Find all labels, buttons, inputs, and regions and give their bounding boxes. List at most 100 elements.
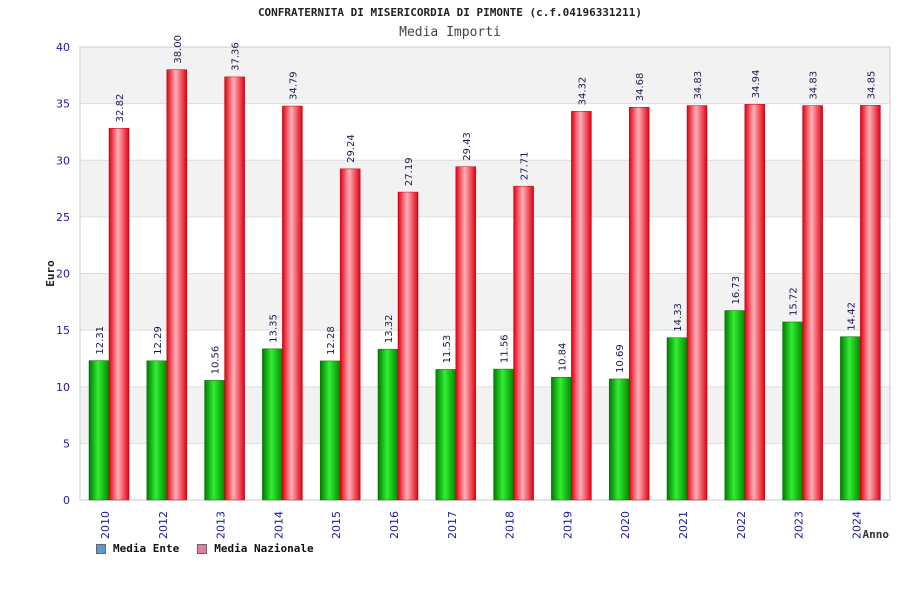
x-tick-label: 2021 (677, 511, 690, 539)
legend-item-media-ente: Media Ente (96, 542, 179, 555)
bar-media-ente (435, 369, 457, 501)
bar-media-nazionale (282, 105, 303, 501)
data-label-media-nazionale: 34.79 (288, 71, 299, 100)
bar-media-nazionale (339, 168, 361, 501)
legend-item-media-nazionale: Media Nazionale (197, 542, 314, 555)
y-tick-label: 25 (56, 211, 70, 224)
bar-media-nazionale (108, 128, 130, 501)
legend-label-media-nazionale: Media Nazionale (214, 542, 314, 555)
data-label-media-ente: 10.84 (557, 343, 568, 372)
data-label-media-nazionale: 37.36 (231, 42, 242, 71)
y-tick-label: 40 (56, 41, 70, 54)
y-tick-label: 5 (63, 437, 70, 450)
bar-media-ente (724, 310, 746, 501)
data-label-media-nazionale: 38.00 (173, 35, 184, 64)
data-label-media-nazionale: 34.83 (693, 71, 704, 100)
legend-swatch-media-nazionale (197, 543, 208, 554)
data-label-media-ente: 14.42 (846, 302, 857, 331)
x-tick-label: 2015 (330, 511, 343, 539)
data-label-media-nazionale: 29.43 (462, 132, 473, 161)
bar-media-ente (840, 336, 861, 501)
bar-media-nazionale (455, 166, 477, 501)
x-tick-label: 2012 (157, 511, 170, 539)
bar-media-ente (377, 348, 399, 501)
x-tick-label: 2024 (850, 511, 863, 539)
data-label-media-ente: 11.53 (442, 335, 453, 364)
bar-media-ente (493, 368, 514, 501)
data-label-media-ente: 16.73 (731, 276, 742, 305)
plot-band (80, 160, 890, 217)
x-tick-label: 2019 (561, 511, 574, 539)
data-label-media-nazionale: 34.83 (809, 71, 820, 100)
plot-band (80, 216, 890, 274)
chart-subtitle: Media Importi (399, 25, 501, 40)
bar-media-nazionale (860, 105, 881, 501)
x-tick-label: 2014 (272, 511, 285, 539)
plot-band (80, 443, 890, 500)
bar-media-nazionale (686, 105, 708, 501)
bar-media-ente (608, 378, 630, 501)
x-axis-label: Anno (863, 528, 890, 541)
bar-media-ente (88, 360, 110, 501)
data-label-media-nazionale: 34.68 (635, 73, 646, 102)
y-axis-label: Euro (44, 260, 57, 287)
data-label-media-nazionale: 34.85 (866, 71, 877, 100)
data-label-media-nazionale: 29.24 (346, 134, 357, 163)
data-label-media-ente: 10.69 (615, 344, 626, 373)
chart-legend: Media Ente Media Nazionale (96, 542, 314, 555)
bar-media-nazionale (628, 106, 650, 501)
data-label-media-ente: 11.56 (500, 334, 511, 363)
data-label-media-ente: 12.28 (326, 326, 337, 355)
data-label-media-ente: 13.35 (268, 314, 279, 343)
data-label-media-nazionale: 34.94 (751, 70, 762, 99)
bar-media-ente (262, 348, 283, 501)
data-label-media-ente: 10.56 (211, 346, 222, 375)
bar-media-nazionale (513, 185, 534, 501)
bar-media-nazionale (224, 76, 245, 501)
data-label-media-ente: 15.72 (789, 287, 800, 316)
y-tick-label: 20 (56, 268, 70, 281)
chart-title: CONFRATERNITA DI MISERICORDIA DI PIMONTE… (257, 6, 643, 19)
bar-media-nazionale (397, 191, 419, 501)
bar-media-nazionale (571, 111, 592, 501)
bar-media-ente (666, 337, 688, 501)
x-tick-label: 2013 (215, 511, 228, 539)
plot-band (80, 47, 890, 104)
bar-media-nazionale (802, 105, 823, 501)
y-tick-label: 30 (56, 154, 70, 167)
y-tick-label: 15 (56, 324, 70, 337)
legend-swatch-media-ente (96, 543, 106, 554)
plot-frame (79, 46, 891, 501)
plot-band (80, 273, 890, 331)
x-tick-label: 2016 (388, 511, 401, 539)
x-tick-label: 2018 (504, 511, 517, 539)
data-label-media-ente: 12.29 (153, 326, 164, 355)
bar-media-ente (551, 376, 572, 501)
x-tick-label: 2010 (99, 511, 112, 539)
y-tick-label: 0 (63, 494, 70, 507)
y-tick-label: 35 (56, 98, 70, 111)
x-tick-label: 2023 (793, 511, 806, 539)
bar-media-nazionale (744, 104, 766, 501)
data-label-media-nazionale: 34.32 (577, 77, 588, 106)
data-label-media-nazionale: 27.71 (520, 152, 531, 181)
data-label-media-ente: 13.32 (384, 315, 395, 344)
data-label-media-nazionale: 27.19 (404, 157, 415, 186)
bar-media-ente (782, 321, 803, 501)
plot-band (80, 103, 890, 161)
y-tick-label: 10 (56, 381, 70, 394)
x-tick-label: 2022 (735, 511, 748, 539)
bar-media-ente (204, 380, 225, 501)
plot-band (80, 386, 890, 444)
data-label-media-nazionale: 32.82 (115, 94, 126, 123)
data-label-media-ente: 12.31 (95, 326, 106, 355)
plot-band (80, 330, 890, 387)
x-tick-label: 2020 (619, 511, 632, 539)
bar-media-nazionale (166, 69, 188, 501)
bar-media-ente (319, 360, 341, 501)
data-label-media-ente: 14.33 (673, 303, 684, 332)
x-tick-label: 2017 (446, 511, 459, 539)
legend-label-media-ente: Media Ente (113, 542, 180, 555)
